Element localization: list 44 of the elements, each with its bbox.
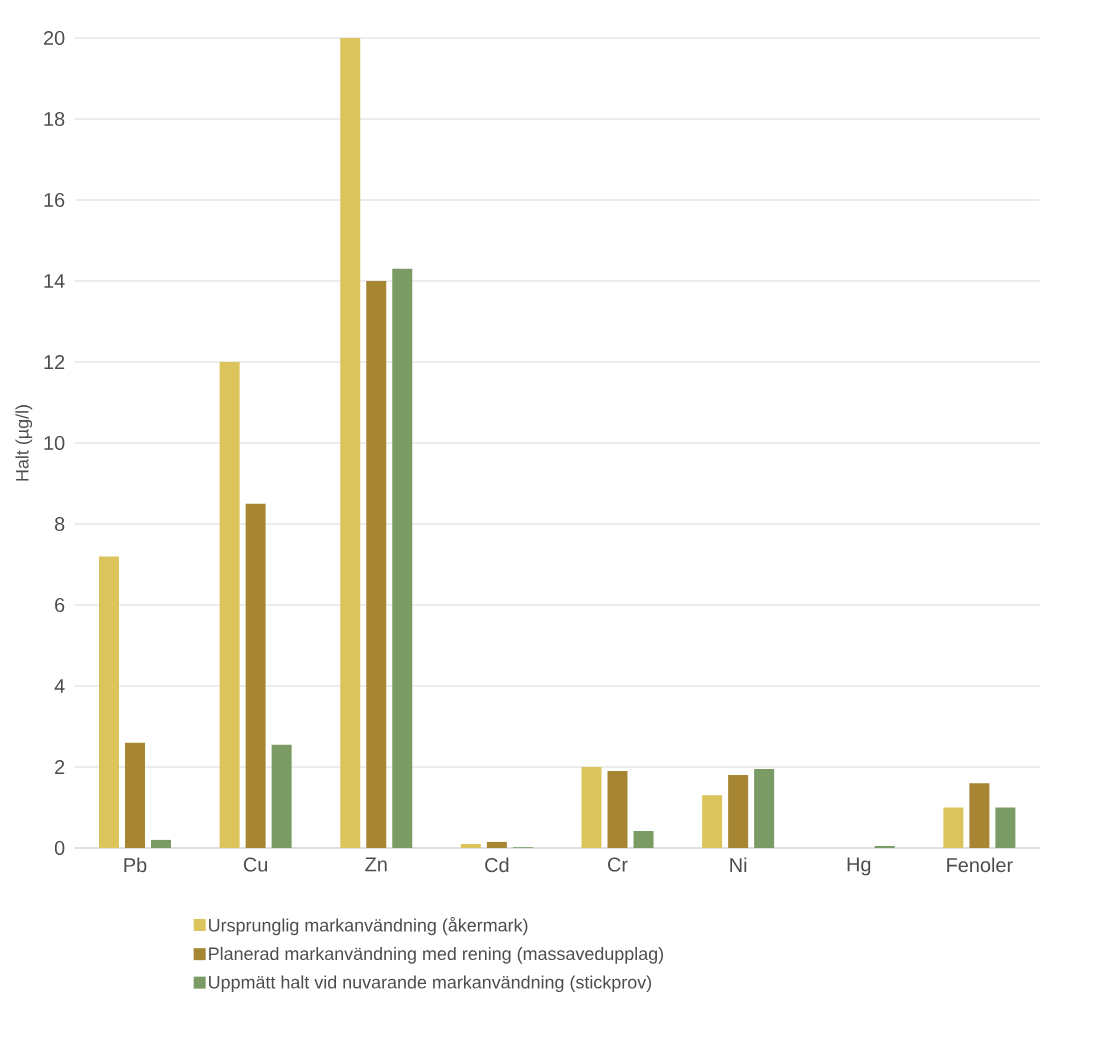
x-tick-label: Hg bbox=[847, 857, 871, 876]
y-tick-label: 20 bbox=[44, 30, 65, 46]
legend-label: Uppmätt halt vid nuvarande markanvändning (stickprov) bbox=[209, 975, 652, 993]
bar bbox=[219, 361, 240, 848]
x-tick-label: Zn bbox=[365, 857, 387, 872]
bar bbox=[995, 807, 1016, 848]
x-tick-label: Fenoler bbox=[947, 857, 1013, 873]
legend-label: Planerad markanvändning med rening (massavedupplag) bbox=[209, 946, 664, 964]
x-tick-label: Cr bbox=[608, 857, 628, 872]
y-tick-label: 2 bbox=[55, 760, 65, 774]
bar bbox=[943, 807, 964, 848]
x-tick-label: Cd bbox=[485, 857, 509, 873]
bar bbox=[125, 742, 145, 848]
legend-label: Ursprunglig markanvändning (åkermark) bbox=[209, 916, 528, 936]
y-tick-label: 0 bbox=[54, 840, 65, 856]
x-tick-label: Cu bbox=[243, 857, 268, 872]
y-tick-label: 12 bbox=[44, 355, 65, 369]
bar bbox=[366, 280, 387, 848]
bar bbox=[486, 841, 507, 848]
bar bbox=[702, 795, 723, 848]
y-tick-label: 14 bbox=[44, 274, 65, 288]
x-tick-label: Ni bbox=[730, 857, 747, 872]
y-tick-label: 10 bbox=[44, 435, 65, 451]
bar bbox=[392, 268, 413, 848]
y-tick-label: 6 bbox=[55, 597, 65, 613]
y-tick-label: 16 bbox=[44, 192, 65, 208]
bar bbox=[581, 767, 602, 848]
bar bbox=[151, 839, 171, 848]
bar bbox=[728, 775, 749, 848]
y-tick-label: 8 bbox=[54, 516, 65, 532]
y-tick-label: 4 bbox=[54, 679, 65, 693]
bar bbox=[99, 556, 119, 848]
y-tick-label: 18 bbox=[44, 111, 65, 127]
bar bbox=[874, 845, 895, 848]
bar bbox=[340, 37, 361, 848]
bar bbox=[271, 744, 292, 848]
y-axis-title: Halt (µg/l) bbox=[15, 405, 33, 481]
bar bbox=[969, 783, 990, 848]
bar bbox=[245, 503, 266, 848]
bar bbox=[607, 771, 628, 848]
bar bbox=[754, 769, 775, 848]
bar bbox=[633, 830, 654, 848]
x-tick-label: Pb bbox=[124, 857, 147, 873]
bar bbox=[460, 843, 481, 848]
